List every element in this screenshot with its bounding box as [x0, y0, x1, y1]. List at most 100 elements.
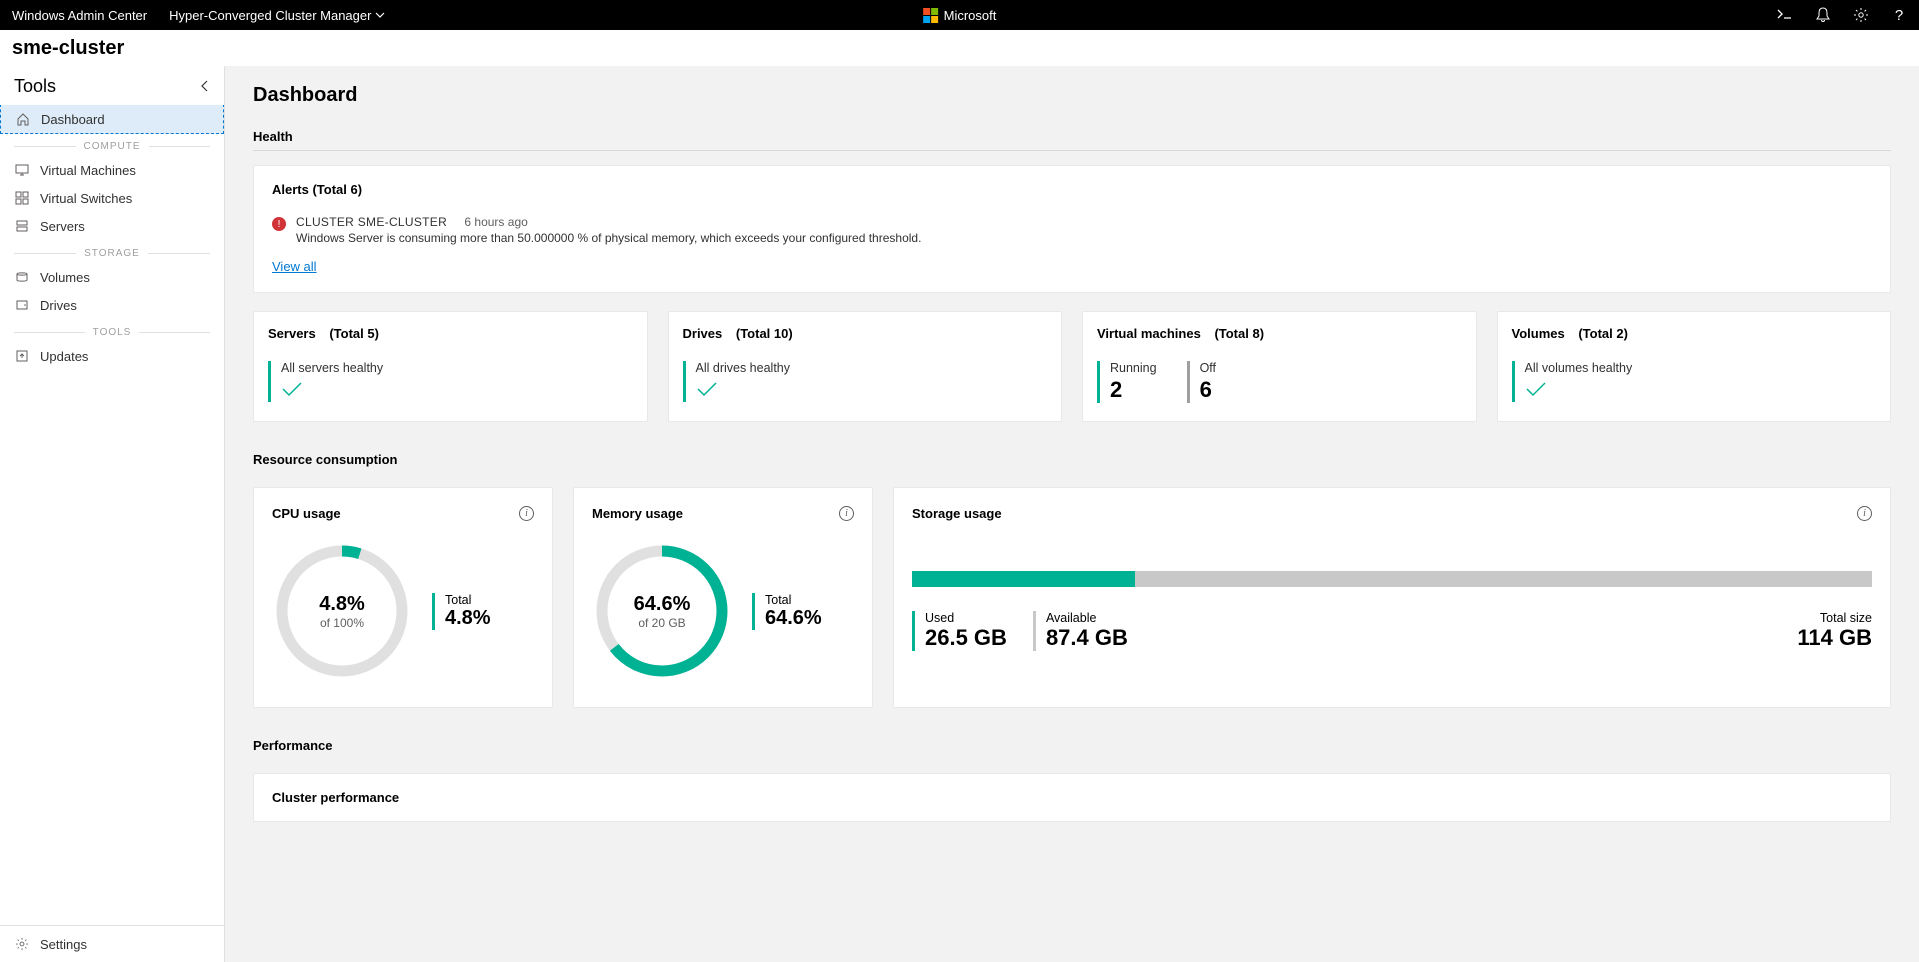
check-icon: [281, 381, 383, 402]
memory-sub: of 20 GB: [638, 616, 685, 630]
alerts-header: Alerts (Total 6): [272, 182, 1872, 197]
total-val: 114 GB: [1797, 625, 1872, 651]
sidebar-item-vms[interactable]: Virtual Machines: [0, 156, 224, 184]
card-total: (Total 2): [1578, 326, 1628, 341]
server-icon: [14, 218, 30, 234]
status-label: All servers healthy: [281, 361, 383, 375]
drives-card[interactable]: Drives (Total 10) All drives healthy: [668, 311, 1063, 422]
chevron-down-icon: [375, 8, 385, 23]
section-performance: Performance: [253, 738, 1891, 759]
card-title: Storage usage: [912, 506, 1002, 521]
sidebar-section-compute: COMPUTE: [0, 133, 224, 156]
vm-icon: [14, 162, 30, 178]
alert-row[interactable]: ! CLUSTER SME-CLUSTER 6 hours ago Window…: [272, 215, 1872, 245]
sidebar-item-vswitches[interactable]: Virtual Switches: [0, 184, 224, 212]
microsoft-logo-icon: [923, 8, 938, 23]
storage-bar: [912, 571, 1872, 587]
sidebar-item-label: Updates: [40, 349, 88, 364]
card-total: (Total 10): [736, 326, 793, 341]
sidebar-item-label: Drives: [40, 298, 77, 313]
gear-icon: [14, 936, 30, 952]
status-label: All drives healthy: [696, 361, 791, 375]
section-health: Health: [253, 129, 1891, 151]
card-title: Volumes: [1512, 326, 1565, 341]
sidebar-item-label: Volumes: [40, 270, 90, 285]
sidebar-item-label: Virtual Machines: [40, 163, 136, 178]
console-icon[interactable]: [1777, 7, 1793, 23]
cpu-pct: 4.8%: [319, 593, 365, 616]
alert-source: CLUSTER SME-CLUSTER: [296, 215, 447, 229]
card-title: Servers: [268, 326, 316, 341]
brand-label: Microsoft: [944, 8, 997, 23]
switch-icon: [14, 190, 30, 206]
check-icon: [1525, 381, 1633, 402]
total-label: Total size: [1797, 611, 1872, 625]
avail-label: Available: [1046, 611, 1128, 625]
sidebar-item-volumes[interactable]: Volumes: [0, 263, 224, 291]
alerts-card: Alerts (Total 6) ! CLUSTER SME-CLUSTER 6…: [253, 165, 1891, 293]
card-total: (Total 5): [329, 326, 379, 341]
gear-icon[interactable]: [1853, 7, 1869, 23]
memory-gauge: 64.6% of 20 GB: [592, 541, 732, 681]
vms-card[interactable]: Virtual machines (Total 8) Running 2 Off…: [1082, 311, 1477, 422]
card-total: (Total 8): [1214, 326, 1264, 341]
performance-card: Cluster performance: [253, 773, 1891, 822]
status-label: All volumes healthy: [1525, 361, 1633, 375]
drive-icon: [14, 297, 30, 313]
sidebar-item-drives[interactable]: Drives: [0, 291, 224, 319]
volumes-card[interactable]: Volumes (Total 2) All volumes healthy: [1497, 311, 1892, 422]
updates-icon: [14, 348, 30, 364]
cpu-gauge: 4.8% of 100%: [272, 541, 412, 681]
running-value: 2: [1110, 377, 1157, 403]
card-title: Drives: [683, 326, 723, 341]
perf-subtitle: Cluster performance: [272, 790, 1872, 805]
volume-icon: [14, 269, 30, 285]
used-label: Used: [925, 611, 1007, 625]
used-val: 26.5 GB: [925, 625, 1007, 651]
off-label: Off: [1200, 361, 1216, 375]
card-title: Virtual machines: [1097, 326, 1201, 341]
sidebar: Tools Dashboard COMPUTE Virtual Machines: [0, 66, 225, 962]
cpu-total-val: 4.8%: [445, 607, 491, 630]
notifications-icon[interactable]: [1815, 7, 1831, 23]
sidebar-item-label: Servers: [40, 219, 85, 234]
sidebar-item-servers[interactable]: Servers: [0, 212, 224, 240]
memory-total-val: 64.6%: [765, 607, 822, 630]
sidebar-item-dashboard[interactable]: Dashboard: [0, 105, 224, 134]
sidebar-nav: Dashboard COMPUTE Virtual Machines Virtu…: [0, 105, 224, 925]
brand-logo[interactable]: Microsoft: [923, 8, 997, 23]
cpu-card: CPU usage i 4.8% of 100%: [253, 487, 553, 708]
topbar: Windows Admin Center Hyper-Converged Clu…: [0, 0, 1919, 30]
alert-error-icon: !: [272, 217, 286, 231]
servers-card[interactable]: Servers (Total 5) All servers healthy: [253, 311, 648, 422]
cpu-sub: of 100%: [320, 616, 364, 630]
sidebar-item-updates[interactable]: Updates: [0, 342, 224, 370]
home-icon: [15, 111, 31, 127]
help-icon[interactable]: ?: [1891, 7, 1907, 23]
info-icon[interactable]: i: [839, 506, 854, 521]
memory-total-label: Total: [765, 593, 822, 607]
storage-card: Storage usage i Used 26.5 GB Available 8…: [893, 487, 1891, 708]
sidebar-item-settings[interactable]: Settings: [0, 926, 224, 962]
avail-val: 87.4 GB: [1046, 625, 1128, 651]
alert-time: 6 hours ago: [464, 215, 527, 229]
info-icon[interactable]: i: [519, 506, 534, 521]
context-dropdown[interactable]: Hyper-Converged Cluster Manager: [169, 8, 385, 23]
alert-description: Windows Server is consuming more than 50…: [296, 231, 921, 245]
app-name[interactable]: Windows Admin Center: [12, 8, 147, 23]
running-label: Running: [1110, 361, 1157, 375]
cluster-title: sme-cluster: [12, 37, 124, 60]
sidebar-section-tools: TOOLS: [0, 319, 224, 342]
sidebar-title: Tools: [14, 76, 56, 97]
memory-card: Memory usage i 64.6% of 20 GB: [573, 487, 873, 708]
page-title: Dashboard: [253, 84, 1891, 107]
sidebar-section-storage: STORAGE: [0, 240, 224, 263]
view-all-link[interactable]: View all: [272, 259, 317, 274]
memory-pct: 64.6%: [634, 593, 691, 616]
check-icon: [696, 381, 791, 402]
collapse-sidebar-icon[interactable]: [200, 79, 210, 95]
card-title: CPU usage: [272, 506, 341, 521]
sidebar-item-label: Settings: [40, 937, 87, 952]
sidebar-item-label: Dashboard: [41, 112, 105, 127]
info-icon[interactable]: i: [1857, 506, 1872, 521]
